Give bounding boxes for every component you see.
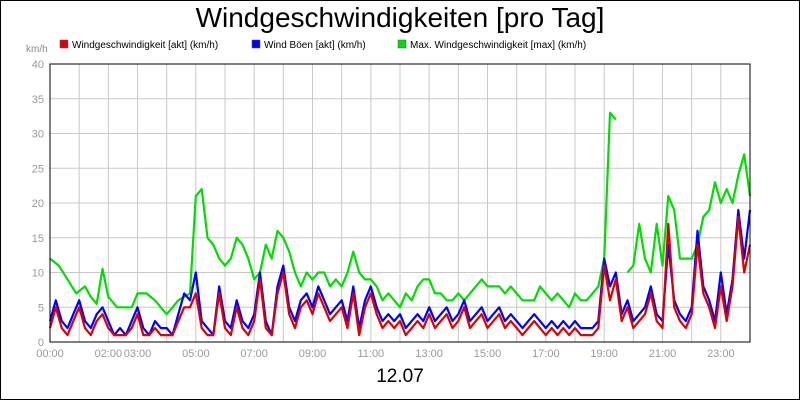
legend-swatch xyxy=(251,39,261,49)
x-tick-label: 23:00 xyxy=(707,348,735,360)
plot-border xyxy=(49,63,751,343)
y-tick-label: 20 xyxy=(32,198,44,210)
y-tick-label: 35 xyxy=(32,94,44,106)
y-tick-label: 40 xyxy=(32,59,44,71)
x-tick-label: 09:00 xyxy=(299,348,327,360)
y-tick-label: 30 xyxy=(32,129,44,141)
y-tick-label: 10 xyxy=(32,268,44,280)
y-tick-labels: 0 5 10 15 20 25 30 35 40 xyxy=(32,59,44,349)
y-tick-label: 15 xyxy=(32,233,44,245)
y-axis-label: km/h xyxy=(26,44,48,55)
x-tick-label: 13:00 xyxy=(415,348,443,360)
x-tick-label: 15:00 xyxy=(474,348,502,360)
legend-swatch xyxy=(59,39,69,49)
series-line-1 xyxy=(48,208,752,337)
x-tick-label: 00:00 xyxy=(36,348,64,360)
legend-label: Windgeschwindigkeit [akt] (km/h) xyxy=(72,40,218,51)
x-tick-labels: 00:00 02:00 03:00 05:00 07:00 09:00 11:00 13:00… xyxy=(36,348,734,360)
x-tick-label: 07:00 xyxy=(240,348,268,360)
x-tick-label: 21:00 xyxy=(649,348,677,360)
y-tick-label: 5 xyxy=(38,302,44,314)
x-tick-label: 17:00 xyxy=(532,348,560,360)
series-line-0 xyxy=(626,153,752,274)
legend-swatch xyxy=(397,39,407,49)
series-line-2 xyxy=(48,215,752,337)
series-line-0 xyxy=(49,111,617,316)
x-tick-label: 03:00 xyxy=(124,348,152,360)
series-group xyxy=(48,111,752,337)
legend-label: Max. Windgeschwindigkeit [max] (km/h) xyxy=(410,40,586,51)
x-tick-label: 02:00 xyxy=(95,348,123,360)
y-tick-label: 0 xyxy=(38,337,44,349)
x-tick-label: 19:00 xyxy=(590,348,618,360)
chart-title: Windgeschwindigkeiten [pro Tag] xyxy=(195,2,605,33)
y-tick-label: 25 xyxy=(32,163,44,175)
x-tick-label: 11:00 xyxy=(357,348,384,360)
x-tick-label: 05:00 xyxy=(182,348,210,360)
date-label: 12.07 xyxy=(376,366,424,387)
legend: Windgeschwindigkeit [akt] (km/h) Wind Böe… xyxy=(59,39,586,51)
legend-label: Wind Böen [akt] (km/h) xyxy=(264,40,366,51)
